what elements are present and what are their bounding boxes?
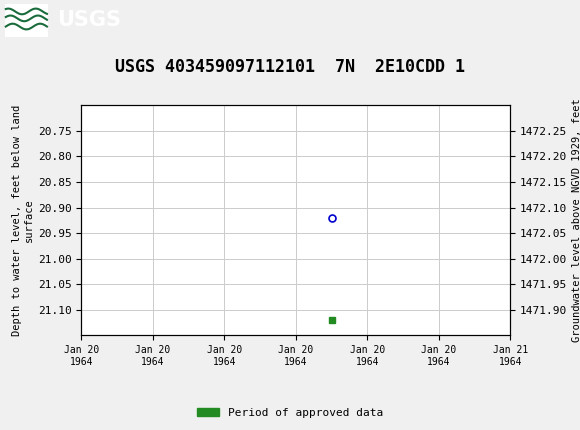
Y-axis label: Groundwater level above NGVD 1929, feet: Groundwater level above NGVD 1929, feet bbox=[571, 98, 580, 342]
Text: USGS: USGS bbox=[57, 9, 121, 30]
FancyBboxPatch shape bbox=[5, 4, 48, 37]
Legend: Period of approved data: Period of approved data bbox=[193, 403, 387, 422]
Text: USGS 403459097112101  7N  2E10CDD 1: USGS 403459097112101 7N 2E10CDD 1 bbox=[115, 58, 465, 76]
Y-axis label: Depth to water level, feet below land
surface: Depth to water level, feet below land su… bbox=[12, 105, 34, 336]
